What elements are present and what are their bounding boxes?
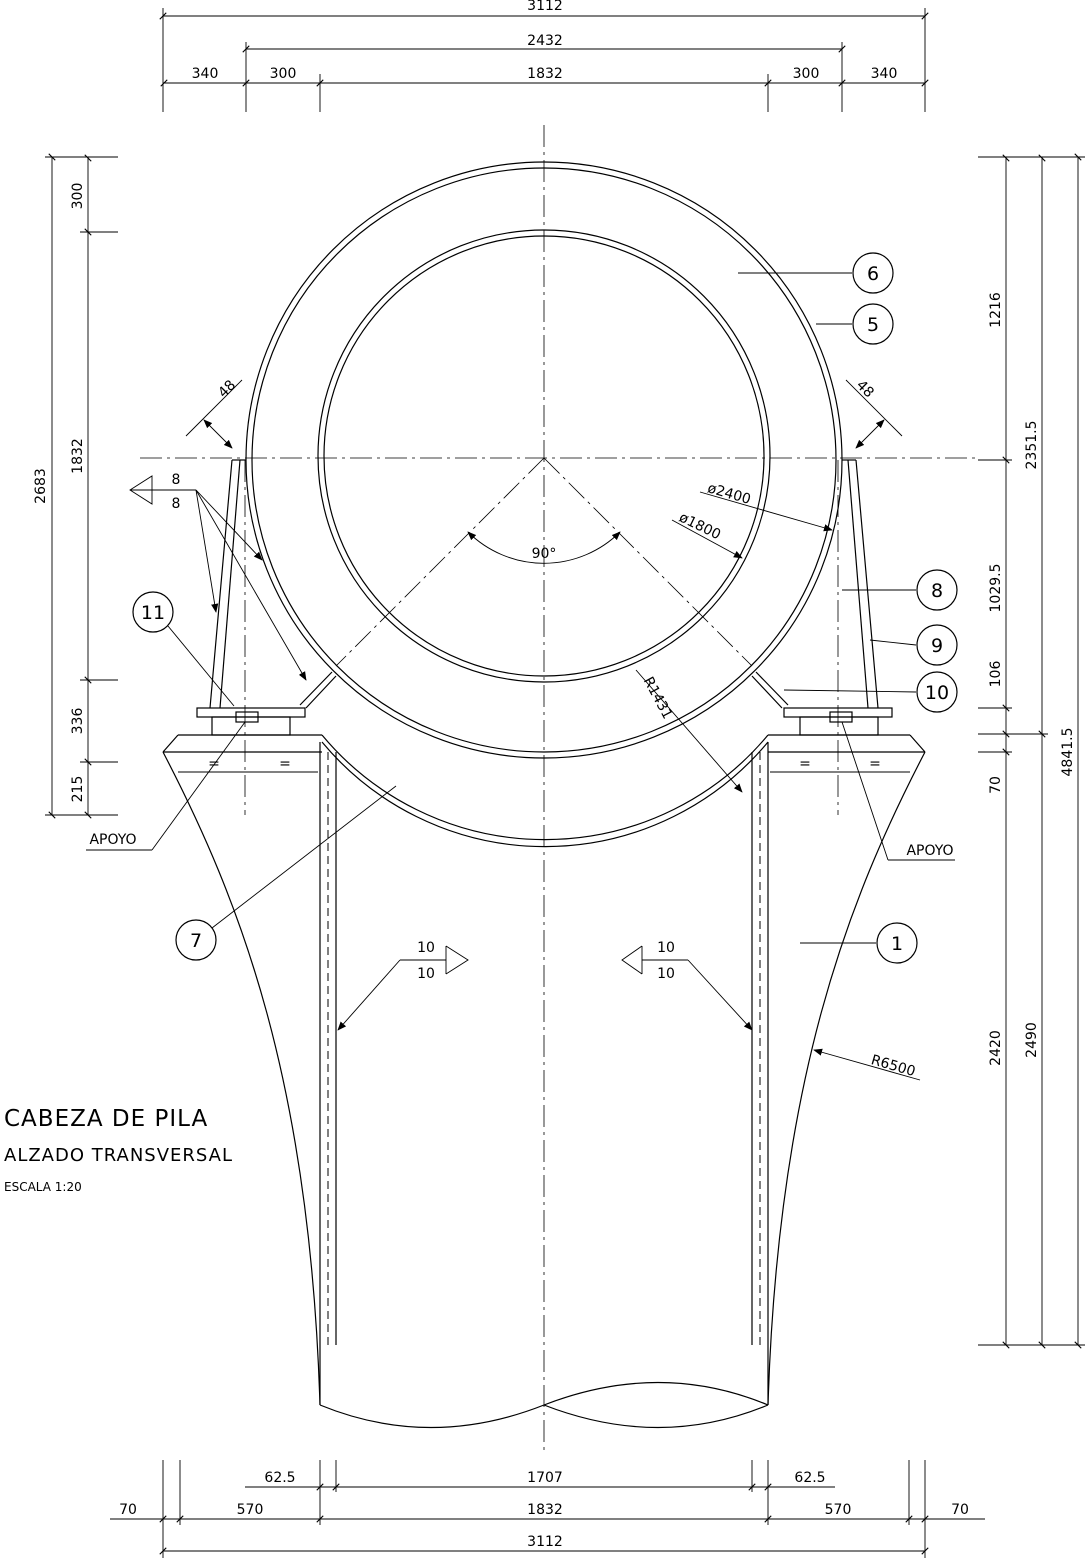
dim-right-106: 106 <box>988 661 1004 688</box>
title-line-1: CABEZA DE PILA <box>4 1106 208 1132</box>
weld-mid-right-top: 10 <box>657 940 675 956</box>
dim-right-4841-5: 4841.5 <box>1060 728 1076 777</box>
title-line-3: ESCALA 1:20 <box>4 1180 82 1194</box>
chamfer-left: 48 <box>215 377 239 401</box>
dim-right-1216: 1216 <box>988 292 1004 328</box>
title-block: CABEZA DE PILA ALZADO TRANSVERSAL ESCALA… <box>4 1106 233 1194</box>
dim-top-right-340: 340 <box>871 66 898 82</box>
dim-left-336: 336 <box>70 708 86 735</box>
dim-bottom-overall: 3112 <box>527 1534 563 1550</box>
mark-1-bubble <box>876 922 918 964</box>
pier-body: = = = = <box>162 734 926 1429</box>
mark-10-bubble <box>916 671 958 713</box>
dim-left-300: 300 <box>70 183 86 210</box>
weld-mid-left-top: 10 <box>417 940 435 956</box>
dim-right-2351-5: 2351.5 <box>1024 421 1040 470</box>
dim-left-1832: 1832 <box>70 438 86 474</box>
diameter-outer: ø2400 <box>706 480 753 508</box>
mark-5-bubble <box>852 303 894 345</box>
equal-mark-2: = <box>279 756 291 772</box>
support-label-left: APOYO <box>89 832 136 848</box>
mark-6-bubble <box>852 252 894 294</box>
left-dimensions: 2683 300 1832 336 215 <box>33 153 118 819</box>
equal-mark-4: = <box>869 756 881 772</box>
annotations: 48 48 8 8 ø2400 ø1800 90° R1431 R6500 10… <box>86 377 955 1081</box>
weld-left-bottom: 8 <box>172 496 181 512</box>
dim-top-left-340: 340 <box>192 66 219 82</box>
mark-9-bubble <box>916 624 958 666</box>
mark-9: 9 <box>931 635 943 657</box>
dim-top-center: 1832 <box>527 66 563 82</box>
angle-label: 90° <box>532 546 557 562</box>
dim-right-70: 70 <box>988 776 1004 794</box>
top-dimensions: 3112 2432 340 300 1832 300 340 <box>159 0 929 112</box>
radius-inner: R1431 <box>640 674 675 722</box>
mark-11: 11 <box>141 602 165 624</box>
mark-8-bubble <box>916 569 958 611</box>
mark-7: 7 <box>190 930 202 952</box>
mark-6: 6 <box>867 263 879 285</box>
chamfer-right: 48 <box>853 377 877 401</box>
right-dimensions: 1216 2351.5 1029.5 106 4841.5 70 2420 24… <box>978 153 1085 1349</box>
diameter-inner: ø1800 <box>676 510 723 544</box>
dim-bottom-1832: 1832 <box>527 1502 563 1518</box>
dim-top-overall: 3112 <box>527 0 563 14</box>
weld-mid-left-bottom: 10 <box>417 966 435 982</box>
dim-bottom-1707: 1707 <box>527 1470 563 1486</box>
stiffeners <box>196 459 893 736</box>
dim-right-2490: 2490 <box>1024 1022 1040 1058</box>
dim-bottom-62-5-left: 62.5 <box>264 1470 295 1486</box>
radius-outer: R6500 <box>869 1052 917 1080</box>
dim-bottom-62-5-right: 62.5 <box>794 1470 825 1486</box>
dim-left-2683: 2683 <box>33 468 49 504</box>
mark-10: 10 <box>925 682 949 704</box>
dim-left-215: 215 <box>70 776 86 803</box>
bottom-dimensions: 62.5 1707 62.5 70 570 1832 570 70 3112 <box>110 1460 985 1558</box>
dim-bottom-570-left: 570 <box>237 1502 264 1518</box>
equal-mark-3: = <box>799 756 811 772</box>
center-axes <box>140 125 975 1450</box>
mark-1: 1 <box>891 933 903 955</box>
dim-right-1029-5: 1029.5 <box>988 564 1004 613</box>
dim-right-2420: 2420 <box>988 1030 1004 1066</box>
dim-top-second: 2432 <box>527 33 563 49</box>
dim-bottom-570-right: 570 <box>825 1502 852 1518</box>
support-label-right: APOYO <box>906 843 953 859</box>
mark-7-bubble <box>175 919 217 961</box>
weld-mid-right-bottom: 10 <box>657 966 675 982</box>
dim-top-right-300: 300 <box>793 66 820 82</box>
dim-bottom-70-left: 70 <box>119 1502 137 1518</box>
mark-11-bubble <box>132 591 174 633</box>
dim-bottom-70-right: 70 <box>951 1502 969 1518</box>
weld-left-top: 8 <box>172 472 181 488</box>
title-line-2: ALZADO TRANSVERSAL <box>4 1145 233 1166</box>
part-marks: 6 5 8 9 10 11 7 1 <box>132 252 958 964</box>
mark-8: 8 <box>931 580 943 602</box>
dim-top-left-300: 300 <box>270 66 297 82</box>
mark-5: 5 <box>867 314 879 336</box>
